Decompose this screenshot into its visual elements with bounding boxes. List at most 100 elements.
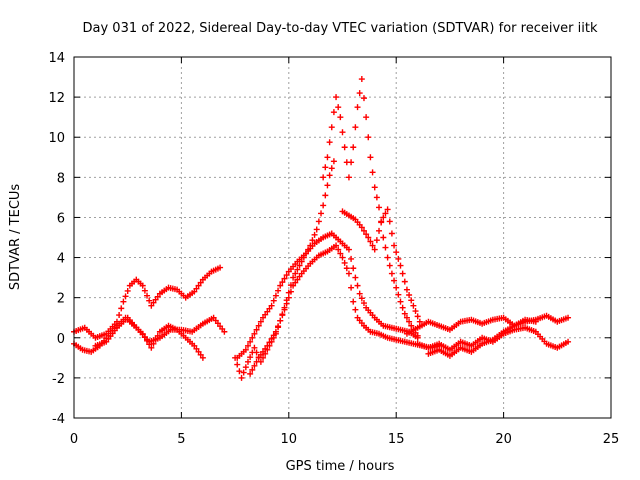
- axis-ticks: 0 5 10 15 20 25 -4 -2 0 2 4 6 8 10 12 14: [48, 51, 619, 447]
- data-point: [380, 234, 387, 241]
- data-point: [279, 312, 286, 319]
- x-axis-label: GPS time / hours: [286, 459, 395, 474]
- data-point: [309, 237, 316, 244]
- data-point: [247, 338, 254, 345]
- x-tick-label: 5: [177, 432, 185, 447]
- data-point: [363, 231, 370, 238]
- data-point: [253, 349, 260, 356]
- data-point: [324, 182, 331, 189]
- data-point: [354, 282, 361, 289]
- series-sat-track-8: [339, 206, 423, 325]
- data-point: [384, 254, 391, 261]
- data-point: [247, 354, 254, 361]
- x-tick-label: 0: [70, 432, 78, 447]
- data-point: [292, 270, 299, 277]
- data-point: [193, 345, 200, 352]
- data-point: [360, 227, 367, 234]
- data-point: [363, 114, 370, 121]
- data-point: [376, 204, 383, 211]
- data-point: [257, 351, 264, 358]
- data-point: [150, 299, 157, 306]
- data-point: [322, 192, 329, 199]
- data-point: [382, 244, 389, 251]
- data-point: [367, 154, 374, 161]
- data-point: [401, 310, 408, 317]
- data-point: [262, 345, 269, 352]
- data-point: [397, 262, 404, 269]
- data-point: [345, 270, 352, 277]
- data-point: [253, 358, 260, 365]
- series-sat-track-1: [71, 264, 224, 341]
- data-point: [290, 274, 297, 281]
- data-point: [242, 346, 249, 353]
- data-point: [148, 344, 155, 351]
- data-point: [532, 318, 539, 325]
- data-point: [350, 298, 357, 305]
- data-point: [348, 159, 355, 166]
- data-point: [249, 334, 256, 341]
- data-point: [154, 293, 161, 300]
- data-point: [281, 306, 288, 313]
- data-point: [393, 249, 400, 256]
- data-point: [350, 265, 357, 272]
- data-point: [414, 332, 421, 339]
- data-point: [352, 124, 359, 131]
- data-point: [197, 351, 204, 358]
- y-tick-label: 8: [57, 171, 65, 186]
- plot-frame: [73, 56, 612, 419]
- data-point: [326, 172, 333, 179]
- data-point: [294, 266, 301, 273]
- data-point: [217, 264, 224, 271]
- data-point: [270, 332, 277, 339]
- data-point: [371, 184, 378, 191]
- data-point: [328, 124, 335, 131]
- series-sat-track-3: [92, 314, 228, 349]
- data-point: [197, 279, 204, 286]
- data-point: [191, 342, 198, 349]
- data-point: [320, 202, 327, 209]
- x-tick-label: 25: [603, 432, 620, 447]
- data-point: [251, 330, 258, 337]
- data-point: [410, 302, 417, 309]
- data-point: [335, 104, 342, 111]
- data-point: [247, 370, 254, 377]
- data-point: [341, 144, 348, 151]
- data-point: [255, 322, 262, 329]
- data-point: [408, 322, 415, 329]
- data-point: [148, 302, 155, 309]
- data-point: [395, 291, 402, 298]
- data-point: [270, 297, 277, 304]
- data-point: [290, 282, 297, 289]
- data-point: [393, 284, 400, 291]
- data-point: [333, 94, 340, 101]
- grid-lines: [74, 57, 611, 418]
- series-sat-track-2: [71, 314, 206, 361]
- y-tick-label: 2: [57, 292, 65, 307]
- data-point: [120, 298, 127, 305]
- data-point: [388, 230, 395, 237]
- data-point: [244, 342, 251, 349]
- data-point: [330, 158, 337, 165]
- data-point: [386, 262, 393, 269]
- data-point: [294, 276, 301, 283]
- data-point: [255, 354, 262, 361]
- data-point: [296, 273, 303, 280]
- data-point: [373, 237, 380, 244]
- data-point: [369, 169, 376, 176]
- data-point: [330, 109, 337, 116]
- data-point: [382, 210, 389, 217]
- data-point: [315, 218, 322, 225]
- data-point: [395, 255, 402, 262]
- y-tick-label: -4: [52, 412, 65, 427]
- data-point: [191, 288, 198, 295]
- data-point: [199, 354, 206, 361]
- data-point: [311, 231, 318, 238]
- data-point: [264, 308, 271, 315]
- data-point: [401, 278, 408, 285]
- data-point: [244, 358, 251, 365]
- series-sat-track-6: [247, 242, 443, 377]
- y-tick-label: -2: [52, 372, 65, 387]
- data-point: [320, 174, 327, 181]
- data-point: [234, 361, 241, 368]
- data-point: [339, 129, 346, 136]
